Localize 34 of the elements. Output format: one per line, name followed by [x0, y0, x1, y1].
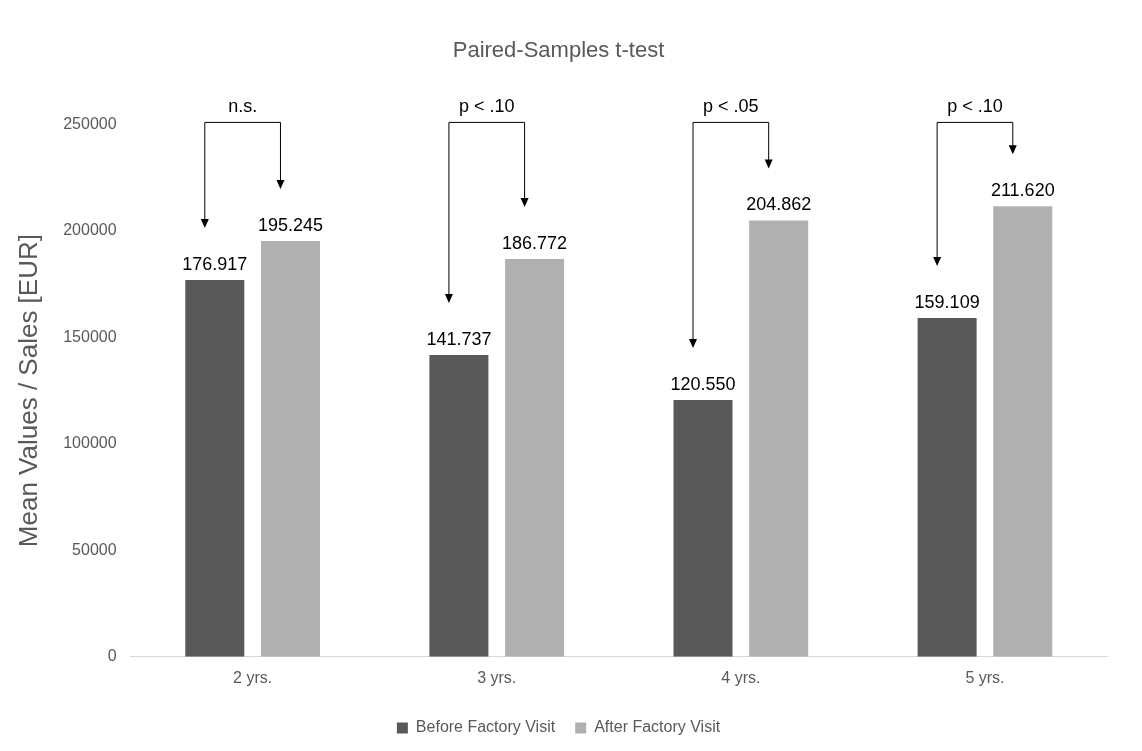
bar — [260, 241, 320, 657]
bar — [917, 317, 977, 657]
y-tick-label: 0 — [107, 647, 117, 665]
text: p < .10 — [947, 96, 1003, 117]
data-label: 176.917 — [182, 254, 248, 275]
data-label: 195.245 — [257, 214, 324, 235]
bar — [505, 259, 565, 657]
data-label: 204.862 — [746, 194, 812, 215]
y-tick-label: 200000 — [63, 221, 117, 239]
legend-label: Before Factory Visit — [415, 718, 556, 736]
text: n.s. — [228, 96, 258, 117]
bar — [993, 206, 1053, 657]
y-tick-label: 250000 — [63, 114, 117, 132]
legend-label: After Factory Visit — [594, 718, 721, 736]
y-tick-label: 100000 — [63, 434, 117, 452]
x-tick-label: 2 yrs. — [233, 668, 273, 686]
data-label: 141.737 — [426, 328, 492, 349]
y-axis-title: Mean Values / Sales [EUR] — [12, 234, 43, 548]
text: p < .10 — [458, 96, 515, 117]
bar — [749, 220, 809, 657]
y-tick-label: 50000 — [72, 540, 117, 558]
data-label: 211.620 — [990, 180, 1055, 201]
data-label: 159.109 — [914, 291, 980, 312]
y-tick-label: 150000 — [63, 327, 117, 345]
x-tick-label: 4 yrs. — [721, 668, 761, 686]
bar — [185, 280, 245, 657]
bar — [673, 400, 733, 657]
chart-title: Paired-Samples t-test — [452, 37, 665, 63]
text: p < .05 — [703, 96, 759, 117]
data-label: 120.550 — [670, 374, 736, 395]
bar — [429, 354, 489, 657]
data-label: 186.772 — [502, 233, 568, 254]
x-tick-label: 3 yrs. — [477, 668, 517, 686]
x-tick-label: 5 yrs. — [965, 668, 1005, 686]
